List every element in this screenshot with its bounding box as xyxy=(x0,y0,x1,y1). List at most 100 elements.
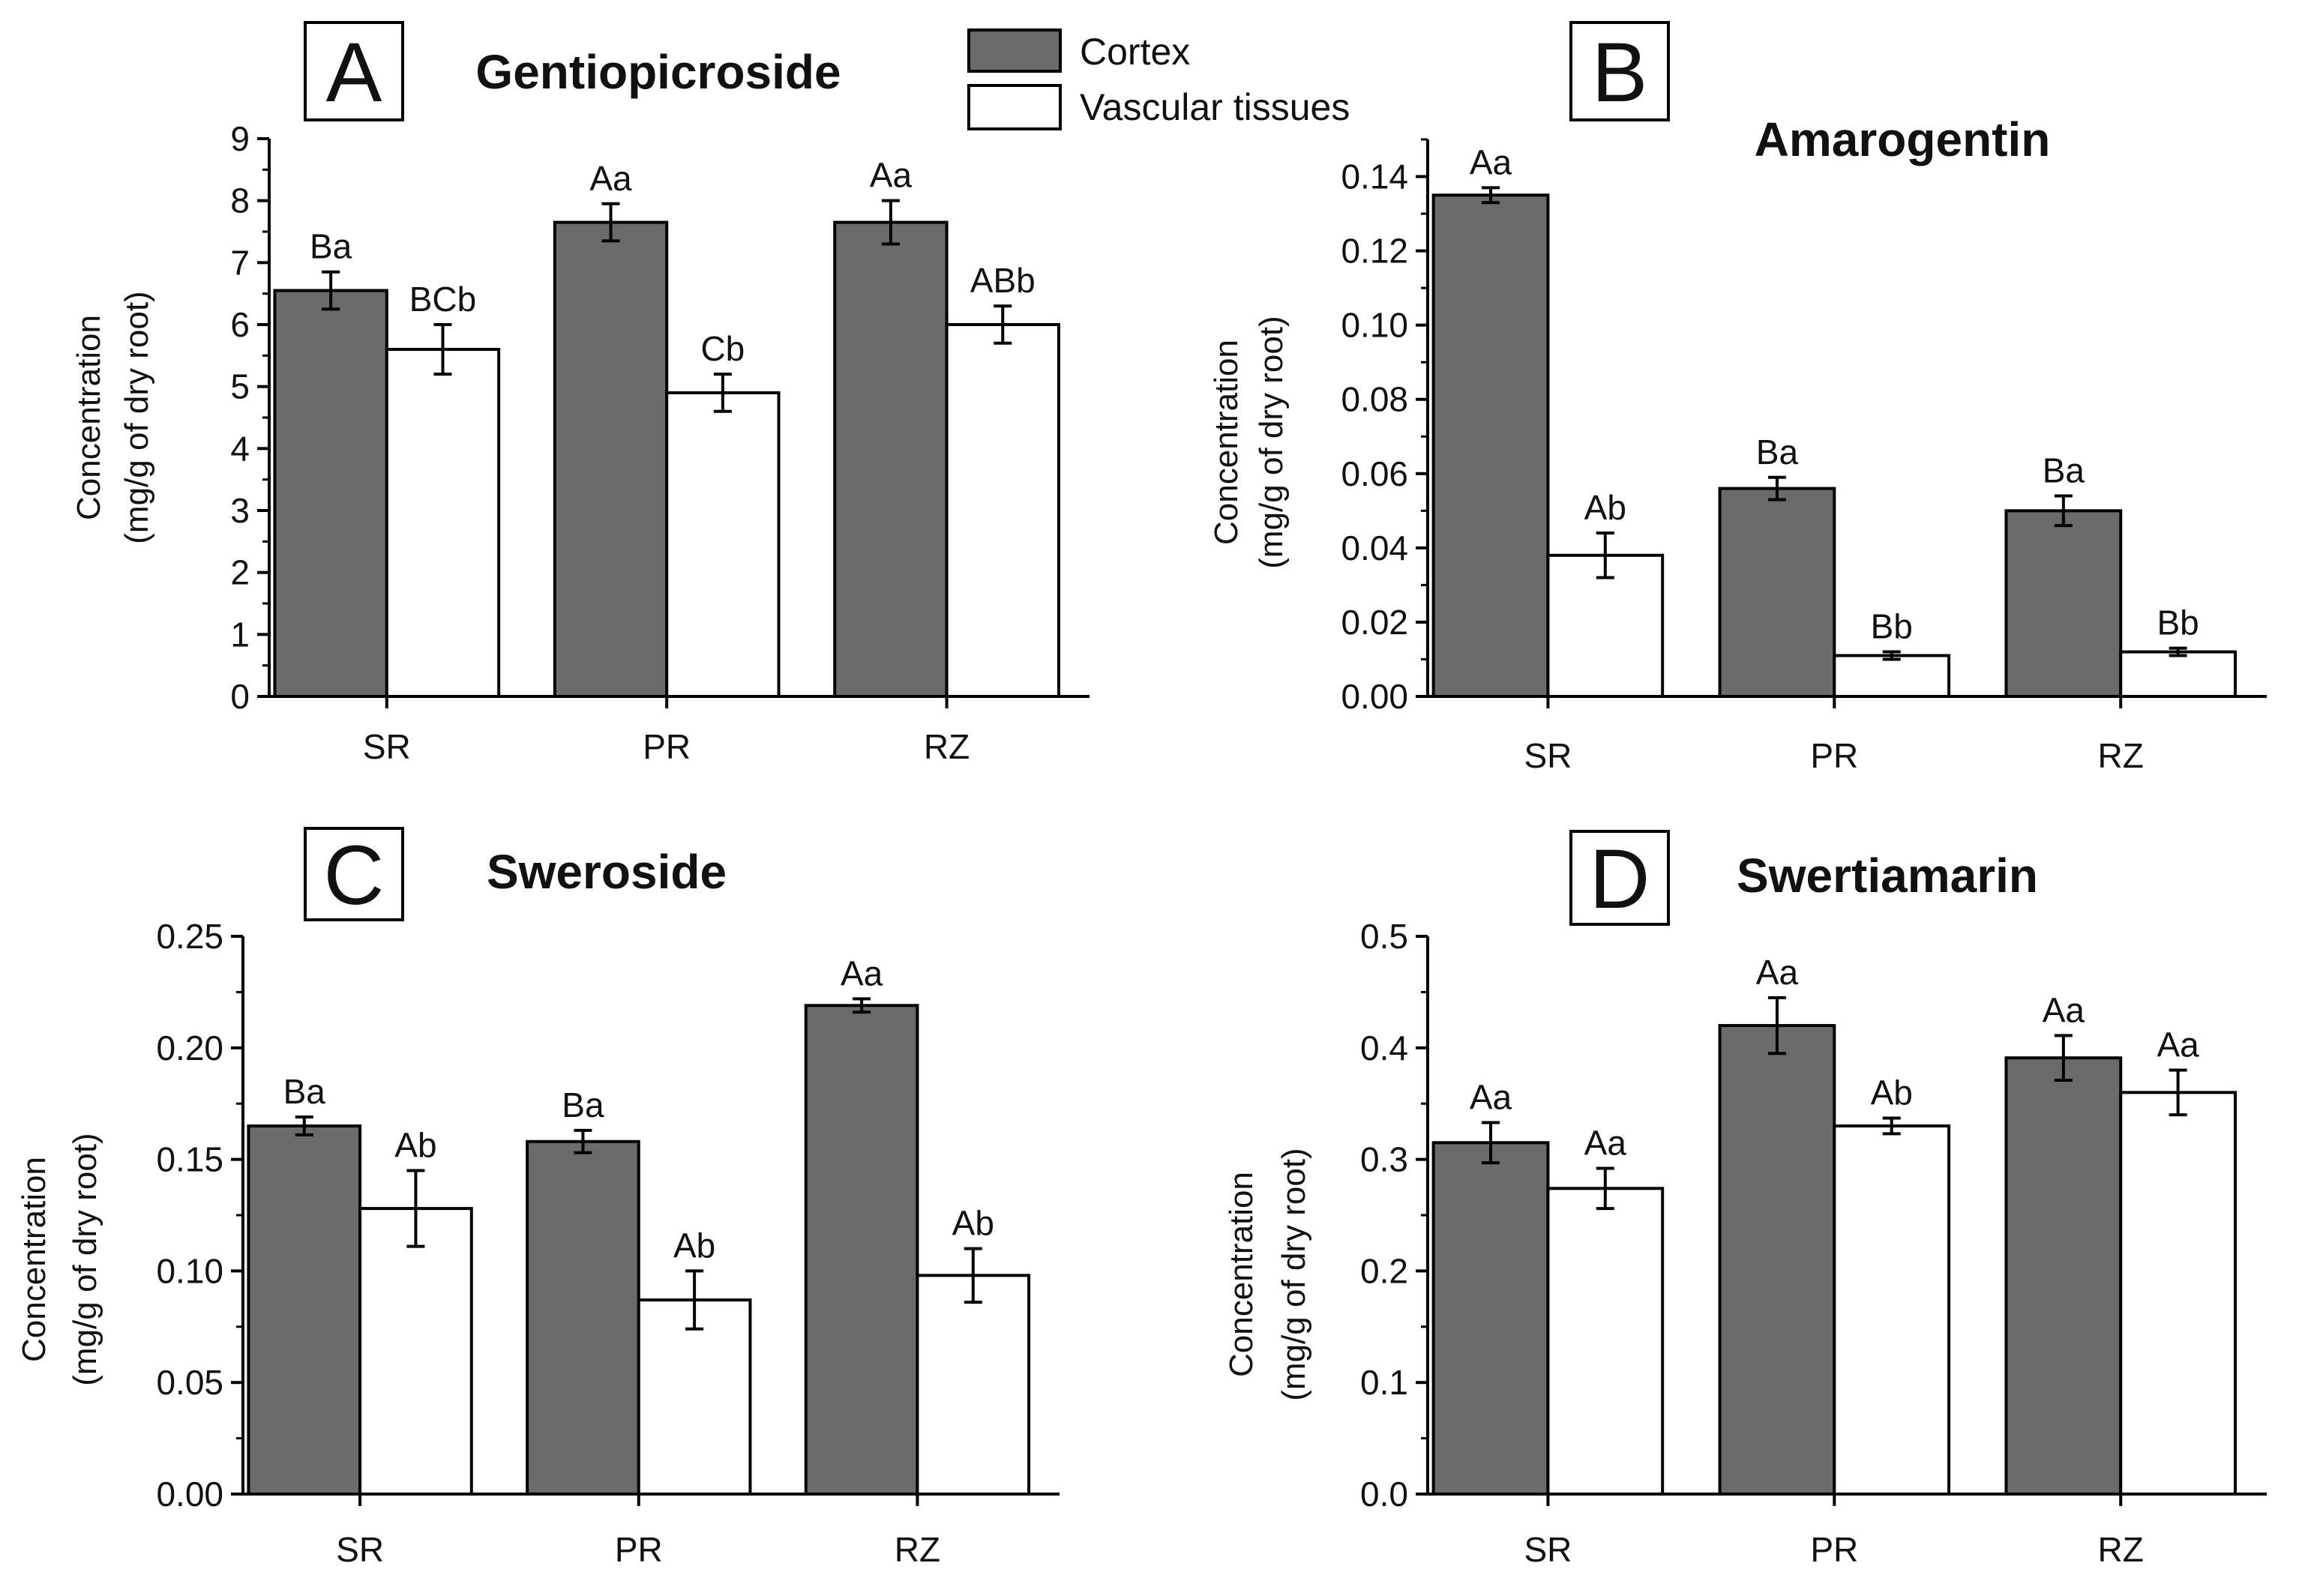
y-tick-label: 0.15 xyxy=(156,1140,223,1179)
significance-label: Aa xyxy=(1584,1124,1627,1163)
significance-label: Cb xyxy=(700,329,745,368)
bar-cortex xyxy=(526,1139,640,1496)
y-tick-label: 0.06 xyxy=(1341,454,1408,493)
significance-label: Aa xyxy=(841,954,883,993)
x-tick-label: RZ xyxy=(924,727,970,766)
error-bar xyxy=(2169,646,2187,657)
panel-letter-box xyxy=(1569,21,1670,121)
significance-label: Ba xyxy=(2043,451,2085,490)
error-bar xyxy=(1596,532,1614,579)
y-axis-label: Concentration xyxy=(70,315,107,520)
y-tick-label: 7 xyxy=(230,243,250,282)
bar-cortex xyxy=(2004,1056,2123,1496)
legend-swatch-cortex xyxy=(967,28,1062,73)
error-bar xyxy=(295,1115,313,1136)
y-tick-label: 0 xyxy=(230,677,250,716)
bar-cortex xyxy=(804,1004,919,1496)
error-bar xyxy=(1767,475,1786,502)
x-tick-label: SR xyxy=(336,1530,384,1569)
error-bar xyxy=(1882,1116,1901,1136)
panel-d: D Swertiamarin Concentration (mg/g of dry r… xyxy=(1223,830,2267,1569)
x-tick-label: RZ xyxy=(2098,736,2144,775)
error-bar xyxy=(2054,1034,2073,1082)
significance-label: Ab xyxy=(952,1204,994,1243)
significance-label: Bb xyxy=(1871,607,1913,646)
bar-cortex xyxy=(1718,1024,1836,1496)
y-tick-label: 2 xyxy=(230,553,250,592)
significance-label: Ba xyxy=(562,1085,604,1124)
bar-cortex xyxy=(247,1124,362,1496)
legend: Cortex Vascular tissues xyxy=(967,28,1350,130)
y-tick-label: 0.2 xyxy=(1360,1251,1408,1290)
panel-letter: A xyxy=(326,25,382,119)
y-tick-label: 0.05 xyxy=(156,1363,223,1402)
x-tick-label: PR xyxy=(643,727,691,766)
significance-label: Aa xyxy=(2043,990,2085,1029)
error-bar xyxy=(601,202,620,243)
y-tick-label: 0.00 xyxy=(156,1475,223,1514)
y-tick-label: 6 xyxy=(230,305,250,344)
bar-vascular xyxy=(1546,1187,1665,1496)
x-tick-label: PR xyxy=(1810,736,1858,775)
panel-letter: B xyxy=(1592,25,1648,119)
error-bar xyxy=(994,304,1012,345)
y-tick-label: 0.04 xyxy=(1341,529,1408,567)
x-tick-label: PR xyxy=(1810,1530,1858,1569)
y-tick-label: 0.25 xyxy=(156,917,223,956)
bar-vascular xyxy=(945,323,1060,698)
legend-label-vascular: Vascular tissues xyxy=(1080,86,1350,128)
panel-letter-box xyxy=(304,21,404,121)
y-tick-label: 0.4 xyxy=(1360,1029,1408,1067)
x-tick-label: RZ xyxy=(2098,1530,2144,1569)
chart-title: Gentiopicroside xyxy=(475,45,841,99)
y-tick-label: 0.20 xyxy=(156,1029,223,1067)
significance-label: ABb xyxy=(970,261,1036,300)
y-tick-label: 0.3 xyxy=(1360,1140,1408,1179)
error-bar xyxy=(713,373,732,413)
bar-cortex xyxy=(833,220,949,699)
chart-title: Sweroside xyxy=(487,845,727,899)
bar-cortex xyxy=(553,220,669,699)
y-tick-label: 0.10 xyxy=(156,1251,223,1290)
y-tick-label: 9 xyxy=(230,119,250,158)
bar-vascular xyxy=(358,1207,473,1496)
significance-label: Aa xyxy=(2157,1026,2199,1064)
bar-cortex xyxy=(1431,193,1550,698)
x-tick-label: PR xyxy=(615,1530,663,1569)
y-tick-label: 0.02 xyxy=(1341,603,1408,642)
y-axis-label: Concentration xyxy=(16,1157,52,1362)
legend-swatch-vascular xyxy=(967,84,1062,130)
panel-letter-box xyxy=(304,827,404,921)
y-axis-label: Concentration xyxy=(1208,340,1245,545)
bar-cortex xyxy=(1431,1141,1550,1496)
error-bar xyxy=(433,323,452,376)
y-tick-label: 5 xyxy=(230,367,250,406)
error-bar xyxy=(1596,1166,1614,1211)
legend-label-cortex: Cortex xyxy=(1080,31,1190,73)
bar-cortex xyxy=(273,289,388,698)
chart-title: Swertiamarin xyxy=(1737,849,2038,903)
significance-label: Aa xyxy=(870,156,913,195)
y-tick-label: 0.00 xyxy=(1341,677,1408,716)
y-tick-label: 4 xyxy=(230,429,250,468)
y-tick-label: 0.0 xyxy=(1360,1475,1408,1514)
significance-label: Bb xyxy=(2157,603,2199,642)
bar-vascular xyxy=(1833,654,1951,698)
bar-vascular xyxy=(385,348,501,698)
error-bar xyxy=(574,1128,592,1154)
error-bar xyxy=(322,270,340,311)
x-tick-label: RZ xyxy=(895,1530,940,1569)
y-tick-label: 0.08 xyxy=(1341,380,1408,419)
significance-label: Aa xyxy=(1756,953,1799,992)
y-tick-label: 0.5 xyxy=(1360,917,1408,956)
error-bar xyxy=(1882,650,1901,661)
significance-label: Aa xyxy=(1470,1077,1512,1116)
significance-label: Ab xyxy=(673,1226,715,1265)
significance-label: BCb xyxy=(409,280,476,319)
error-bar xyxy=(406,1169,425,1248)
error-bar xyxy=(1482,186,1500,205)
error-bar xyxy=(881,199,900,246)
significance-label: Ba xyxy=(310,227,352,266)
y-tick-label: 0.14 xyxy=(1341,157,1408,196)
